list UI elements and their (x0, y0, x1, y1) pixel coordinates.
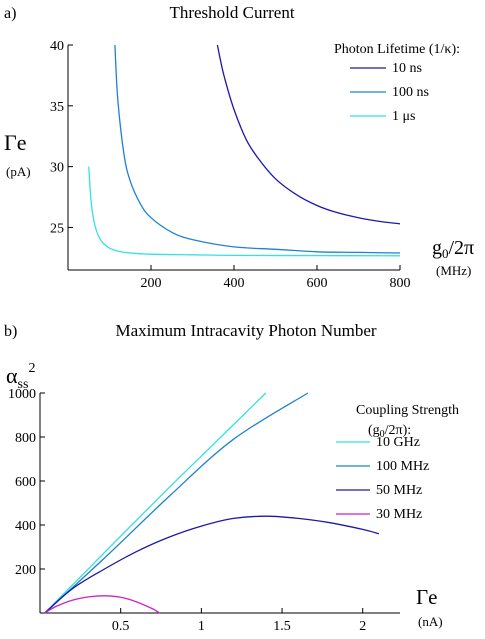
a-x-tick-label: 400 (224, 276, 245, 291)
panel-b-title: Maximum Intracavity Photon Number (115, 321, 376, 340)
panel-a: a) Threshold Current Γe (pA) g0/2π (MHz)… (4, 3, 474, 291)
panel-a-xlabel: g0/2π (432, 237, 474, 261)
panel-a-xlabel-rest: /2π (449, 237, 475, 259)
a-y-tick-label: 25 (50, 221, 64, 236)
a-y-tick-label: 35 (50, 100, 64, 115)
panel-a-axes: 200 400 600 800 25 30 35 40 (50, 39, 411, 291)
b-y-tick-label: 200 (15, 563, 36, 578)
panel-b-ylabel-sup: 2 (28, 361, 35, 376)
a-x-tick-label: 600 (307, 276, 328, 291)
b-legend-label-1: 100 MHz (376, 459, 429, 474)
panel-b-xunit: (nA) (418, 614, 443, 629)
b-x-tick-label: 1.5 (273, 619, 291, 634)
panel-a-legend-title: Photon Lifetime (1/κ): (334, 42, 460, 57)
b-y-tick-label: 600 (15, 475, 36, 490)
a-x-tick-label: 200 (141, 276, 162, 291)
panel-b-label: b) (4, 323, 17, 340)
b-y-tick-label: 800 (15, 431, 36, 446)
a-legend-label-1: 100 ns (392, 85, 429, 100)
a-series-line-2 (88, 166, 401, 257)
b-legend-label-3: 30 MHz (376, 507, 422, 522)
b-series-line-2 (44, 515, 380, 614)
b-y-tick-label: 1000 (8, 387, 36, 402)
b-legend-label-0: 10 GHz (376, 435, 420, 450)
panel-a-label: a) (4, 5, 16, 22)
panel-a-ylabel: Γe (4, 130, 26, 155)
a-series-line-1 (114, 44, 401, 254)
panel-b-legend: 10 GHz 100 MHz 50 MHz 30 MHz (336, 435, 429, 522)
b-series-line-1 (44, 392, 309, 614)
panel-b-legend-subtitle-rest: /2π): (385, 423, 412, 438)
panel-a-xunit: (MHz) (436, 263, 471, 278)
a-x-tick-label: 800 (390, 276, 411, 291)
a-legend-label-2: 1 μs (392, 109, 415, 124)
panel-b-xlabel: Γe (416, 585, 437, 609)
panel-a-legend: 10 ns 100 ns 1 μs (350, 61, 429, 124)
panel-b-legend-subtitle-sub: 0 (380, 429, 385, 440)
a-y-tick-label: 40 (50, 39, 64, 54)
a-legend-label-0: 10 ns (392, 61, 422, 76)
panel-b-legend-title: Coupling Strength (356, 403, 459, 418)
panel-a-yunit: (pA) (6, 164, 31, 179)
panel-b: b) Maximum Intracavity Photon Number αss… (4, 321, 459, 634)
panel-b-ylabel-sub: ss (18, 377, 29, 392)
a-series-line-0 (216, 44, 401, 225)
panel-a-xlabel-sub: 0 (442, 246, 449, 261)
b-legend-label-2: 50 MHz (376, 483, 422, 498)
b-series-line-0 (44, 392, 267, 614)
b-x-tick-label: 0.5 (112, 619, 130, 634)
b-x-tick-label: 1 (198, 619, 205, 634)
b-y-tick-label: 400 (15, 519, 36, 534)
b-series-line-3 (44, 595, 160, 614)
panel-b-axes: 0.5 1 1.5 2 200 400 600 800 1000 (8, 387, 400, 634)
b-x-tick-label: 2 (359, 619, 366, 634)
panel-a-series (88, 44, 401, 257)
panel-b-legend-subtitle: (g0/2π): (368, 423, 411, 440)
a-y-tick-label: 30 (50, 161, 64, 176)
panel-a-title: Threshold Current (169, 3, 294, 22)
panel-b-series (44, 392, 380, 614)
